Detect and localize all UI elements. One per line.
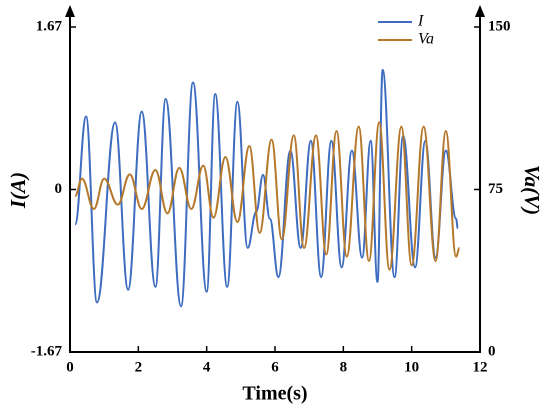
legend-label: Va xyxy=(418,31,434,48)
y-tick-label: -1.67 xyxy=(31,343,63,359)
y-axis-label: I(A) xyxy=(6,172,30,209)
line-series xyxy=(74,68,459,308)
x-tick-label: 10 xyxy=(404,359,419,375)
line-series xyxy=(74,121,461,271)
axis-arrow xyxy=(65,5,75,17)
x-axis-label: Time(s) xyxy=(242,383,307,405)
x-tick-label: 6 xyxy=(271,359,279,375)
x-tick-label: 8 xyxy=(340,359,348,375)
x-tick-label: 4 xyxy=(203,359,211,375)
y-tick-label: 0 xyxy=(55,181,63,197)
y2-tick-label: 0 xyxy=(488,343,496,359)
y2-axis-label: Va(V) xyxy=(520,165,544,215)
legend-label: I xyxy=(417,13,424,30)
x-tick-label: 0 xyxy=(66,359,74,375)
x-tick-label: 12 xyxy=(473,359,488,375)
axis-arrow xyxy=(475,5,485,17)
y-tick-label: 1.67 xyxy=(36,18,63,34)
y2-tick-label: 75 xyxy=(488,181,503,197)
x-tick-label: 2 xyxy=(135,359,143,375)
y2-tick-label: 150 xyxy=(488,18,511,34)
